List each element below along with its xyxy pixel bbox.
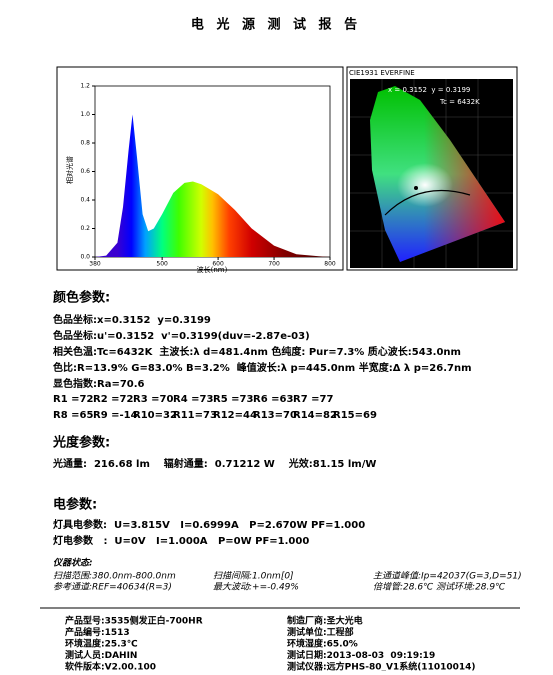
cri-value: R2 =72 — [93, 394, 133, 405]
x-tick-label: 800 — [324, 261, 336, 268]
y-tick-label: 0.2 — [80, 225, 90, 232]
footer-item: 测试仪器:远方PHS-80_V1系统(11010014) — [287, 661, 476, 672]
cie-tc: Tc = 6432K — [439, 98, 480, 106]
heading: 光度参数: — [52, 435, 110, 451]
footer-item: 环境温度:25.3℃ — [65, 638, 138, 650]
x-tick-label: 600 — [212, 261, 224, 268]
text-line: 光通量: 216.68 lm 辐射通量: 0.71212 W 光效:81.15 … — [52, 457, 376, 470]
cri-value: R6 =63 — [253, 394, 293, 405]
x-tick-label: 500 — [156, 261, 168, 268]
spectrum-area — [95, 114, 330, 257]
y-tick-label: 0.4 — [80, 197, 90, 204]
footer-item: 制造厂商:圣大光电 — [287, 615, 363, 627]
cie-point — [414, 186, 418, 190]
heading: 电参数: — [53, 497, 97, 513]
y-tick-label: 0.6 — [80, 168, 90, 175]
text-line: 相关色温:Tc=6432K 主波长:λ d=481.4nm 色纯度: Pur=7… — [53, 345, 461, 358]
text-line: 色品坐标:x=0.3152 y=0.3199 — [53, 313, 211, 326]
text-line: 灯具电参数: U=3.815V I=0.6999A P=2.670W PF=1.… — [53, 518, 365, 531]
x-label: 波长(nm) — [197, 265, 228, 274]
y-tick-label: 0.8 — [80, 140, 90, 147]
planck-curve — [384, 189, 471, 216]
cri-value: R9 =-14 — [93, 410, 138, 421]
cri-value: R13=70 — [253, 410, 297, 421]
cri-value: R15=69 — [333, 410, 377, 421]
footer-item: 软件版本:V2.00.100 — [65, 661, 156, 672]
x-tick-label: 380 — [89, 261, 101, 268]
instrument-item: 倍增管:28.6℃ 测试环境:28.9℃ — [373, 582, 506, 593]
footer-item: 测试人员:DAHIN — [65, 649, 137, 661]
heading: 仪器状态: — [53, 558, 93, 569]
cri-value: R3 =70 — [133, 394, 173, 405]
text-line: 色品坐标:u'=0.3152 v'=0.3199(duv=-2.87e-03) — [53, 329, 310, 342]
x-tick-label: 700 — [268, 261, 280, 268]
cri-value: R5 =73 — [213, 394, 253, 405]
y-tick-label: 0.0 — [80, 254, 90, 261]
heading: 颜色参数: — [53, 290, 110, 306]
cri-value: R14=82 — [293, 410, 337, 421]
y-tick-label: 1.0 — [80, 111, 90, 118]
text-line: 灯电参数 : U=0V I=1.000A P=0W PF=1.000 — [53, 534, 309, 547]
cri-value: R10=32 — [133, 410, 177, 421]
cri-value: R8 =65 — [53, 410, 93, 421]
y-tick-label: 1.2 — [80, 83, 90, 90]
instrument-item: 扫描范围:380.0nm-800.0nm — [53, 571, 176, 582]
instrument-item: 主通道峰值:Ip=42037(G=3,D=51) — [373, 571, 522, 582]
footer-item: 环境湿度:65.0% — [287, 638, 358, 650]
footer-item: 产品编号:1513 — [65, 626, 130, 638]
cie-title: CIE1931 EVERFINE — [349, 69, 415, 77]
footer-item: 测试日期:2013-08-03 09:19:19 — [287, 649, 435, 661]
instrument-item: 扫描间隔:1.0nm[0] — [213, 571, 294, 582]
title: 电 光 源 测 试 报 告 — [191, 17, 361, 33]
cri-value: R1 =72 — [53, 394, 93, 405]
cri-value: R7 =77 — [293, 394, 333, 405]
cie-white — [397, 163, 453, 207]
cri-value: R12=44 — [213, 410, 257, 421]
cri-value: R4 =73 — [173, 394, 213, 405]
y-label: 相对光谱 — [65, 156, 74, 184]
text-line: 色比:R=13.9% G=83.0% B=3.2% 峰值波长:λ p=445.0… — [53, 361, 472, 374]
instrument-item: 最大波动:+=-0.49% — [213, 582, 299, 593]
cie-coords: x = 0.3152 y = 0.3199 — [388, 86, 470, 94]
cri-value: R11=73 — [173, 410, 217, 421]
text-line: 显色指数:Ra=70.6 — [53, 377, 145, 390]
footer-item: 产品型号:3535侧发正白-700HR — [65, 615, 203, 627]
footer-item: 测试单位:工程部 — [287, 626, 354, 638]
instrument-item: 参考通道:REF=40634(R=3) — [53, 582, 172, 593]
